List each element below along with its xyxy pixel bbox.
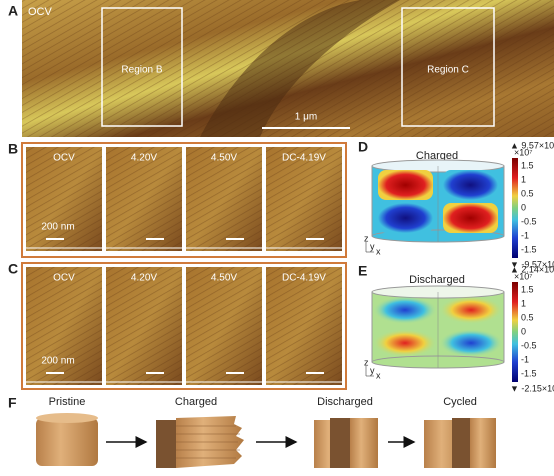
colorbar-tick: 1.5 [521, 284, 534, 294]
afm-ridge [200, 0, 400, 137]
frame-label: OCV [53, 273, 75, 284]
panel-title: Charged [416, 150, 458, 162]
colorbar [512, 158, 518, 258]
axis-label: y [370, 241, 375, 251]
colorbar-unit: ×10⁷ [514, 271, 533, 281]
colorbar-tick: -1 [521, 230, 529, 240]
axis-label: y [370, 365, 375, 375]
stage-label: Cycled [443, 396, 477, 408]
charged-cylinder [156, 416, 244, 468]
stage-label: Pristine [49, 396, 86, 408]
frame-label: DC-4.19V [282, 153, 326, 164]
region-label: Region C [427, 65, 469, 76]
axis-label: x [376, 370, 381, 380]
panel-frame [21, 262, 347, 390]
afm-texture [106, 147, 182, 251]
afm-texture [266, 267, 342, 385]
colorbar-unit: ×10⁷ [514, 147, 533, 157]
afm-texture [266, 147, 342, 251]
panel-title: Discharged [409, 274, 465, 286]
pristine-cylinder [36, 413, 98, 466]
colorbar-tick: 0 [521, 202, 526, 212]
scale-label: 1 μm [295, 112, 317, 123]
afm-texture [106, 267, 182, 385]
region-label: Region B [121, 65, 162, 76]
scale-label: 200 nm [41, 356, 74, 367]
colorbar-tick: -0.5 [521, 340, 537, 350]
colorbar-min: ▼ -9.57×10⁷ [510, 259, 554, 269]
colorbar-tick: 1 [521, 174, 526, 184]
afm-texture [186, 267, 262, 385]
colorbar-tick: 0 [521, 326, 526, 336]
colorbar-tick: -0.5 [521, 216, 537, 226]
axis-label: x [376, 246, 381, 256]
panel-letter: A [8, 3, 18, 19]
cycled-cylinder [424, 418, 496, 468]
frame-label: 4.20V [131, 273, 157, 284]
afm-texture [26, 267, 102, 385]
colorbar-tick: -1.5 [521, 244, 537, 254]
frame-label: 4.50V [211, 273, 237, 284]
colorbar-max: ▲ 9.57×10⁷ [510, 140, 554, 150]
colorbar-tick: -1.5 [521, 368, 537, 378]
colorbar-tick: 1.5 [521, 160, 534, 170]
frame-label: DC-4.19V [282, 273, 326, 284]
colorbar-tick: 1 [521, 298, 526, 308]
frame-label: 4.20V [131, 153, 157, 164]
discharged-cylinder [314, 418, 378, 468]
panel-frame [21, 142, 347, 258]
colorbar [512, 282, 518, 382]
frame-label: OCV [53, 153, 75, 164]
image-label: OCV [28, 6, 53, 18]
panel-letter: D [358, 139, 368, 155]
axis-label: z [364, 357, 369, 367]
axis-label: z [364, 233, 369, 243]
stress-map [371, 285, 505, 369]
region-box [101, 7, 183, 127]
panel-letter: F [8, 395, 17, 411]
afm-texture [26, 147, 102, 251]
scale-label: 200 nm [41, 222, 74, 233]
stress-map [371, 159, 505, 243]
panel-letter: E [358, 263, 367, 279]
colorbar-min: ▼ -2.15×10⁷ [510, 383, 554, 393]
panel-letter: B [8, 141, 18, 157]
colorbar-tick: 0.5 [521, 188, 534, 198]
colorbar-tick: 0.5 [521, 312, 534, 322]
colorbar-max: ▲ 2.14×10⁷ [510, 264, 554, 274]
region-box [401, 7, 495, 127]
afm-texture [186, 147, 262, 251]
stage-label: Discharged [317, 396, 373, 408]
colorbar-tick: -1 [521, 354, 529, 364]
frame-label: 4.50V [211, 153, 237, 164]
stage-label: Charged [175, 396, 217, 408]
panel-letter: C [8, 261, 18, 277]
